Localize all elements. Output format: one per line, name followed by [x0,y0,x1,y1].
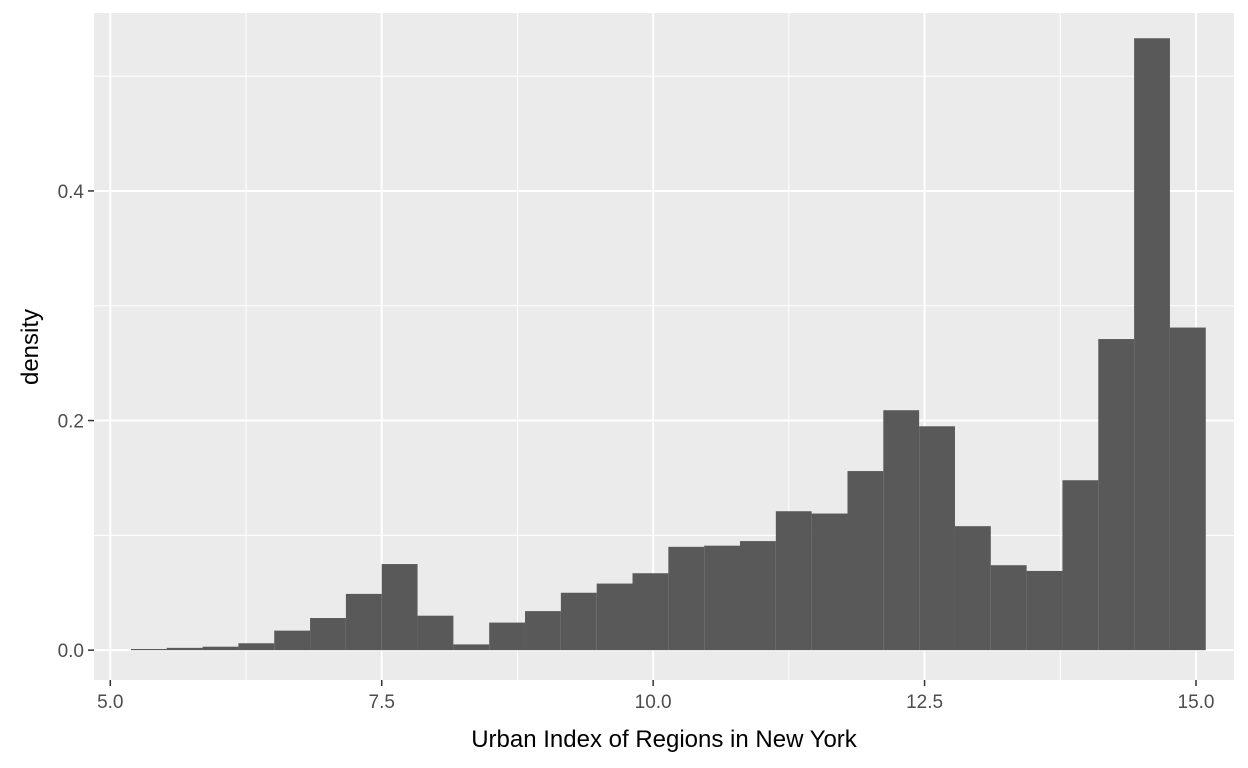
histogram-bars [130,38,1206,651]
histogram-bar [632,573,669,651]
histogram-bar [1169,327,1206,651]
histogram-bar [1062,480,1099,651]
histogram-bar [847,471,884,651]
histogram-bar [381,564,418,651]
y-tick-label: 0.0 [58,641,84,662]
histogram-bar [1134,38,1170,651]
histogram-bar [453,644,490,651]
histogram-bar [560,592,597,651]
histogram-bar [345,593,382,651]
y-axis-ticks: 0.0 0.2 0.4 [58,182,94,662]
histogram-bar [1026,570,1063,651]
y-axis-title: density [17,309,44,385]
x-axis-title: Urban Index of Regions in New York [471,726,858,753]
histogram-bar [990,565,1027,651]
minor-gridlines [94,13,1234,680]
histogram-bar [704,545,740,651]
x-tick-label: 7.5 [369,692,395,713]
histogram-bar [883,410,920,651]
histogram-bar [775,511,812,651]
histogram-bar [489,622,526,651]
x-tick-label: 10.0 [635,692,672,713]
histogram-bar [238,643,275,651]
x-tick-label: 15.0 [1178,692,1215,713]
histogram-bar [954,526,991,651]
histogram-bar [811,513,848,651]
histogram-bar [166,647,203,651]
histogram-bar [274,630,311,651]
y-tick-label: 0.2 [58,412,84,433]
x-tick-label: 12.5 [906,692,943,713]
histogram-bar [1098,339,1135,651]
plot-panel [94,13,1234,680]
histogram-bar [130,649,167,651]
histogram-bar [417,615,454,651]
histogram-bar [668,546,705,651]
x-axis-ticks: 5.0 7.5 10.0 12.5 15.0 [97,680,1214,713]
y-tick-label: 0.4 [58,182,85,203]
histogram-bar [919,426,955,651]
histogram-bar [596,583,633,651]
histogram-bar [310,618,346,651]
histogram-bar [202,646,239,651]
x-tick-label: 5.0 [97,692,123,713]
histogram-bar [525,611,561,651]
histogram-bar [740,541,776,651]
